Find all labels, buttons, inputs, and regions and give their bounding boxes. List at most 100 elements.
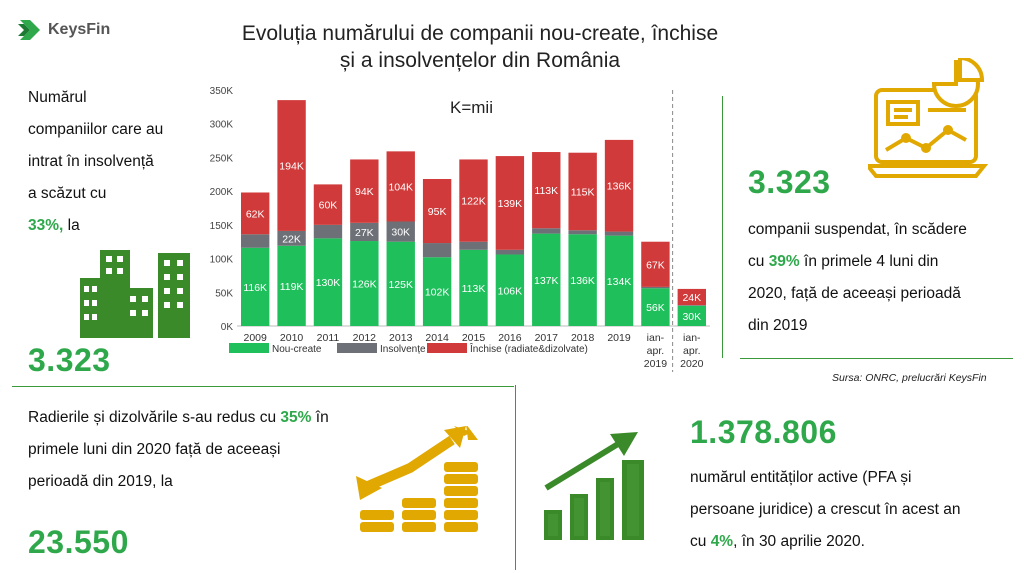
y-tick-label: 250K: [210, 153, 234, 164]
data-label: 60K: [319, 200, 338, 212]
data-label: 22K: [282, 233, 301, 245]
insolvency-line-5: 33%, la: [28, 210, 218, 242]
data-label: 102K: [425, 287, 450, 299]
suspended-line-4: din 2019: [748, 317, 808, 334]
insolvency-line-2: companiilor care au: [28, 121, 164, 138]
bar-segment-inchise: [350, 159, 379, 223]
suspended-paragraph: companii suspendat, în scădere cu 39% în…: [748, 214, 1018, 342]
divider-right-horizontal: [740, 358, 1013, 359]
stacked-bar-chart: 0K 50K 100K 150K 200K 250K 300K 350K 116K 62K 2009…: [210, 86, 710, 372]
y-tick-label: 300K: [210, 120, 234, 131]
bar-segment-nou: [386, 241, 415, 326]
bar-segment-insolvente: [495, 249, 525, 255]
x-tick-label: 2019: [607, 332, 631, 344]
bar-segment-nou: [277, 245, 306, 326]
suspended-pct: 39%: [768, 253, 800, 270]
x-tick-label: 2017: [535, 332, 559, 344]
active-line-3-post: , în 30 aprilie 2020.: [733, 533, 865, 550]
data-label: 130K: [316, 277, 341, 289]
title-line-1: Evoluția numărului de companii nou-creat…: [241, 22, 719, 45]
data-label: 30K: [391, 227, 410, 239]
bar-segment-nou: [422, 257, 452, 326]
data-label: 56K: [646, 302, 665, 314]
coins-down-icon: [356, 426, 478, 532]
x-tick-label: 2020: [680, 358, 704, 370]
legend-swatch: [229, 343, 269, 353]
source-note: Sursa: ONRC, prelucrări KeysFin: [832, 372, 987, 384]
bar-segment-inchise: [641, 241, 670, 287]
data-label: 126K: [352, 279, 377, 291]
radiation-line-2: primele luni din 2020 față de aceeași: [28, 441, 281, 458]
data-label: 27K: [355, 227, 374, 239]
x-tick-label: 2015: [462, 332, 486, 344]
data-label: 106K: [498, 285, 523, 297]
x-tick-label: 2018: [571, 332, 595, 344]
insolvency-line-4: a scăzut cu: [28, 185, 107, 202]
data-label: 134K: [607, 276, 632, 288]
data-label: 113K: [462, 283, 486, 295]
bar-segment-nou: [350, 241, 379, 326]
data-label: 104K: [388, 181, 413, 193]
insolvency-line-1: Numărul: [28, 89, 87, 106]
y-tick-label: 200K: [210, 187, 234, 198]
suspended-line-2-post: în primele 4 luni din: [799, 253, 939, 270]
divider-right: [722, 96, 723, 358]
logo-text: KeysFin: [48, 21, 111, 38]
divider-left: [12, 386, 514, 387]
active-entities-paragraph: numărul entităților active (PFA și perso…: [690, 462, 1015, 558]
suspended-big-value: 3.323: [748, 164, 831, 200]
legend-swatch: [427, 343, 467, 353]
x-tick-label: ian-: [683, 332, 701, 344]
bar-segment-inchise: [241, 192, 270, 235]
data-label: 125K: [388, 279, 413, 291]
bar-segment-inchise: [568, 152, 597, 231]
suspended-line-1: companii suspendat, în scădere: [748, 221, 967, 238]
data-label: 67K: [646, 259, 665, 271]
insolvency-paragraph: Numărul companiilor care au intrat în in…: [28, 82, 218, 242]
bar-segment-insolvente: [604, 231, 634, 236]
x-tick-label: apr.: [647, 345, 665, 357]
bar-segment-insolvente: [459, 241, 488, 250]
data-label: 113K: [534, 185, 558, 197]
y-tick-label: 350K: [210, 86, 234, 97]
x-tick-label: 2009: [244, 332, 268, 344]
bar-segment-insolvente: [532, 228, 561, 234]
bar-segment-inchise: [677, 288, 706, 306]
bar-segment-inchise: [604, 139, 634, 232]
x-tick-label: 2013: [389, 332, 413, 344]
radiation-big-value: 23.550: [28, 524, 129, 560]
radiation-line-1-post: în: [311, 409, 329, 426]
bar-segment-nou: [641, 288, 670, 326]
data-label: 115K: [571, 186, 595, 198]
legend-label: Închise (radiate&dizolvate): [469, 342, 588, 355]
data-label: 137K: [534, 275, 559, 287]
bar-segment-inchise: [313, 184, 343, 225]
divider-center: [515, 385, 516, 570]
bar-segment-inchise: [495, 156, 525, 250]
data-label: 62K: [246, 208, 265, 220]
bar-segment-insolvente: [350, 222, 379, 242]
active-line-1: numărul entităților active (PFA și: [690, 469, 912, 486]
bar-segment-nou: [677, 305, 706, 326]
data-label: 136K: [607, 181, 632, 193]
x-tick-label: apr.: [683, 345, 701, 357]
units-note: K=mii: [450, 98, 493, 117]
insolvency-big-value: 3.323: [28, 342, 111, 378]
title-line-2: și a insolvențelor din România: [339, 49, 621, 72]
suspended-line-2-pre: cu: [748, 253, 769, 270]
active-pct: 4%: [710, 533, 734, 550]
legend-label: Insolvențe: [380, 344, 426, 355]
bar-segment-insolvente: [568, 230, 597, 235]
data-label: 116K: [243, 282, 267, 294]
suspended-line-2: cu 39% în primele 4 luni din: [748, 246, 1018, 278]
bar-segment-inchise: [459, 159, 488, 242]
x-tick-label: 2012: [353, 332, 377, 344]
bar-growth-icon: [544, 432, 644, 540]
keysfin-logo-icon: [18, 20, 40, 40]
data-label: 94K: [355, 186, 374, 198]
y-tick-label: 0K: [221, 322, 234, 333]
active-line-2: persoane juridice) a crescut în acest an: [690, 501, 961, 518]
x-tick-label: 2010: [280, 332, 304, 344]
bar-segment-inchise: [532, 152, 561, 229]
bar-segment-nou: [459, 249, 488, 326]
